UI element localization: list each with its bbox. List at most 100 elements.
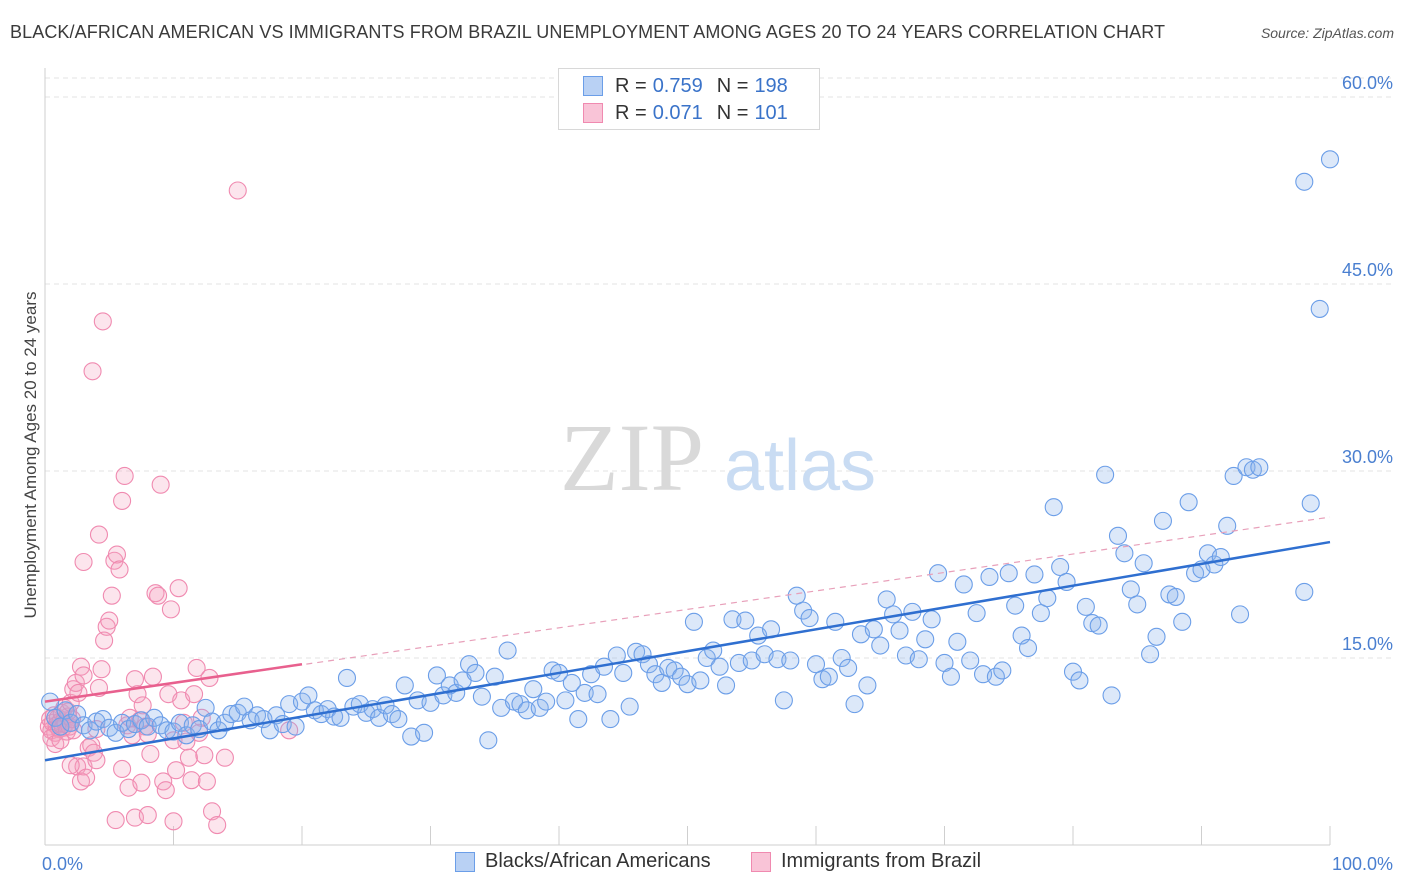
point-brazil [106,811,125,830]
point-black [691,671,710,690]
point-black [1044,498,1063,517]
point-brazil [113,759,132,779]
point-black [1166,587,1185,606]
point-black [485,667,504,686]
point-brazil [74,552,93,572]
point-brazil [95,631,114,650]
point-black [781,651,800,670]
point-black [858,676,877,695]
point-black [941,667,960,686]
legend-item-brazil[interactable]: Immigrants from Brazil [751,850,981,873]
point-brazil [92,660,111,679]
point-black [1141,645,1160,664]
point-brazil [164,812,183,831]
point-brazil [156,781,175,800]
point-black [806,655,826,674]
point-black [427,666,446,685]
y-tick-label: 45.0% [1342,260,1393,280]
stats-legend-row-black: R = 0.759 N = 198 [583,73,788,99]
legend-item-black[interactable]: Blacks/African Americans [455,850,711,873]
point-black [575,683,594,702]
point-black [601,710,620,729]
point-brazil [100,611,119,630]
point-brazil [93,312,112,331]
point-black [871,636,890,655]
watermark: ZIP atlas [560,404,876,511]
point-black [1051,557,1070,577]
point-brazil [89,525,109,544]
point-brazil [146,584,165,603]
point-brazil [87,751,106,770]
point-black [819,667,838,686]
point-black [498,641,517,660]
swatch-blue [583,76,603,96]
point-brazil [179,748,198,767]
point-brazil [182,771,201,790]
point-black [916,630,935,649]
point-black [1179,493,1198,512]
point-black [1310,299,1329,318]
r-value: 0.759 [652,74,703,97]
point-black [890,621,909,640]
point-brazil [107,545,127,564]
point-black [1121,580,1140,599]
point-black [723,610,742,629]
source-label: Source: ZipAtlas.com [1260,25,1394,41]
point-black [1153,511,1172,530]
point-black [832,648,851,668]
point-black [710,657,729,676]
point-brazil [132,773,151,792]
legend-swatch-pink [751,851,771,872]
y-axis-label: Unemployment Among Ages 20 to 24 years [21,292,40,619]
point-black [1218,516,1237,535]
swatch-pink [583,103,603,123]
point-black [395,676,414,695]
point-black [562,673,581,692]
point-brazil [102,586,121,605]
point-black [1320,150,1340,169]
point-black [337,668,357,687]
point-black [1070,671,1089,690]
point-brazil [143,667,162,686]
point-black [716,676,736,695]
tick-labels: 15.0% 30.0% 45.0% 60.0% 0.0% 100.0% [42,73,1393,874]
point-brazil [169,579,188,598]
point-black [537,692,556,711]
point-black [1018,638,1038,658]
point-black [569,710,588,729]
point-brazil [125,670,144,689]
y-tick-label: 60.0% [1342,73,1393,93]
trend-lines [44,516,1331,762]
point-brazil [208,816,227,835]
point-black [1134,554,1153,573]
point-black [620,697,639,716]
point-brazil [195,746,214,765]
point-black [922,610,941,629]
point-brazil [161,600,180,619]
point-black [1295,582,1314,601]
trend-brazil [44,662,303,703]
n-label: N = [716,101,749,124]
point-brazil [187,658,206,678]
point-black [479,731,498,750]
point-black [845,695,864,714]
chart-title: BLACK/AFRICAN AMERICAN VS IMMIGRANTS FRO… [10,22,1166,42]
point-black [1295,172,1314,191]
point-black [389,710,408,729]
legend-swatch-blue [455,851,475,872]
point-brazil [115,466,134,486]
point-black [1147,627,1166,646]
watermark-atlas: atlas [724,426,876,506]
point-brazil [83,362,102,381]
point-brazil [138,806,157,825]
point-brazil [228,181,247,200]
point-brazil [151,475,170,494]
point-brazil [197,772,216,791]
point-brazil [110,560,129,579]
r-label: R = [615,101,647,124]
point-brazil [141,744,160,764]
point-black [652,673,671,692]
point-black [839,658,858,678]
point-black [286,717,305,736]
point-brazil [113,491,132,510]
